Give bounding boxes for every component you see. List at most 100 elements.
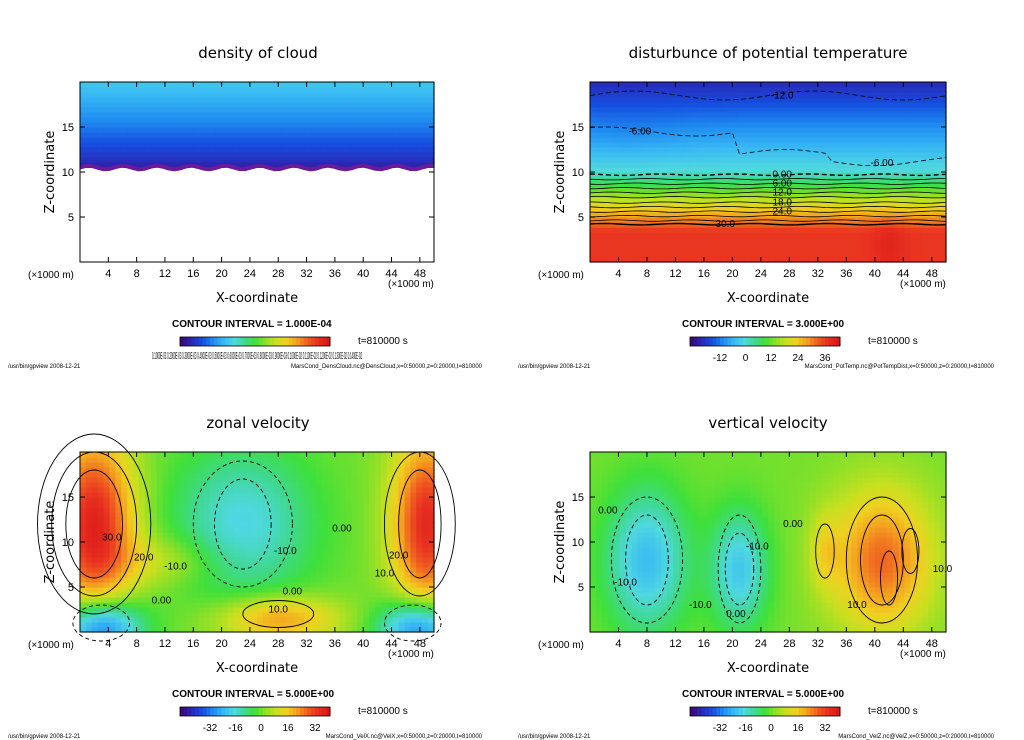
heatmap-cell [625, 202, 633, 208]
heatmap-cell [862, 147, 870, 153]
heatmap-cell [684, 82, 692, 88]
heatmap-cell [649, 172, 656, 178]
heatmap-cell [940, 192, 947, 198]
heatmap-cell [773, 82, 781, 88]
heatmap-cell [416, 112, 423, 118]
heatmap-cell [833, 152, 840, 158]
heatmap-cell [304, 617, 311, 623]
heatmap-cell [251, 507, 258, 513]
heatmap-cell [327, 597, 335, 603]
heatmap-cell [607, 142, 615, 148]
heatmap-cell [139, 452, 146, 458]
heatmap-cell [139, 482, 146, 488]
heatmap-cell [180, 602, 187, 608]
heatmap-cell [80, 492, 87, 498]
heatmap-cell [127, 487, 134, 493]
heatmap-cell [80, 627, 87, 633]
heatmap-cell [203, 117, 211, 123]
heatmap-cell [904, 252, 911, 258]
heatmap-cell [168, 587, 175, 593]
heatmap-cell [168, 562, 175, 568]
heatmap-cell [198, 567, 205, 573]
heatmap-cell [156, 522, 164, 528]
heatmap-cell [133, 122, 140, 128]
heatmap-cell [708, 232, 716, 238]
colorbar-swatch [288, 337, 293, 346]
heatmap-cell [280, 612, 288, 618]
heatmap-cell [643, 182, 650, 188]
heatmap-cell [215, 542, 223, 548]
heatmap-cell [821, 157, 828, 163]
x-tick-label: 20 [726, 268, 738, 280]
heatmap-cell [839, 137, 846, 143]
heatmap-cell [286, 582, 293, 588]
heatmap-cell [180, 492, 187, 498]
heatmap-cell [262, 87, 270, 93]
heatmap-cell [762, 207, 769, 213]
heatmap-cell [327, 552, 335, 558]
heatmap-cell [696, 147, 704, 153]
heatmap-cell [928, 112, 935, 118]
heatmap-cell [708, 192, 716, 198]
heatmap-cell [904, 97, 911, 103]
heatmap-cell [868, 157, 876, 163]
heatmap-cell [619, 147, 627, 153]
heatmap-cell [886, 212, 894, 218]
heatmap-cell [327, 512, 335, 518]
heatmap-cell [631, 117, 639, 123]
heatmap-cell [827, 92, 834, 98]
heatmap-cell [892, 132, 900, 138]
heatmap-cell [625, 107, 633, 113]
heatmap-cell [327, 142, 335, 148]
heatmap-cell [150, 482, 158, 488]
heatmap-cell [174, 92, 181, 98]
heatmap-cell [922, 217, 929, 223]
heatmap-cell [239, 487, 246, 493]
heatmap-cell [649, 247, 656, 253]
heatmap-cell [150, 572, 158, 578]
heatmap-cell [186, 622, 193, 628]
heatmap-cell [321, 157, 329, 163]
heatmap-cell [257, 112, 264, 118]
heatmap-cell [649, 192, 656, 198]
heatmap-cell [251, 82, 258, 88]
heatmap-cell [750, 182, 757, 188]
heatmap-cell [726, 237, 733, 243]
heatmap-cell [773, 252, 781, 258]
heatmap-cell [708, 202, 716, 208]
heatmap-cell [416, 127, 423, 133]
heatmap-cell [139, 617, 146, 623]
heatmap-cell [357, 132, 364, 138]
heatmap-cell [245, 137, 252, 143]
heatmap-cell [720, 132, 728, 138]
heatmap-cell [139, 552, 146, 558]
heatmap-cell [744, 102, 751, 108]
heatmap-cell [702, 142, 710, 148]
heatmap-cell [762, 202, 769, 208]
heatmap-cell [803, 142, 811, 148]
heatmap-cell [233, 107, 240, 113]
heatmap-cell [292, 592, 299, 598]
heatmap-cell [797, 252, 805, 258]
heatmap-cell [274, 607, 282, 613]
heatmap-cell [416, 152, 423, 158]
heatmap-cell [862, 242, 870, 248]
heatmap-cell [714, 82, 722, 88]
heatmap-cell [85, 142, 93, 148]
heatmap-cell [821, 242, 828, 248]
heatmap-cell [274, 492, 282, 498]
heatmap-cell [121, 592, 128, 598]
heatmap-cell [174, 132, 181, 138]
colorbar-swatch [296, 337, 301, 346]
heatmap-cell [732, 107, 739, 113]
heatmap-cell [162, 107, 170, 113]
heatmap-cell [922, 207, 929, 213]
heatmap-cell [874, 97, 882, 103]
heatmap-cell [321, 522, 329, 528]
heatmap-cell [85, 462, 93, 468]
heatmap-cell [292, 127, 299, 133]
heatmap-cell [679, 107, 686, 113]
heatmap-cell [97, 612, 105, 618]
heatmap-cell [398, 152, 406, 158]
heatmap-cell [186, 517, 193, 523]
